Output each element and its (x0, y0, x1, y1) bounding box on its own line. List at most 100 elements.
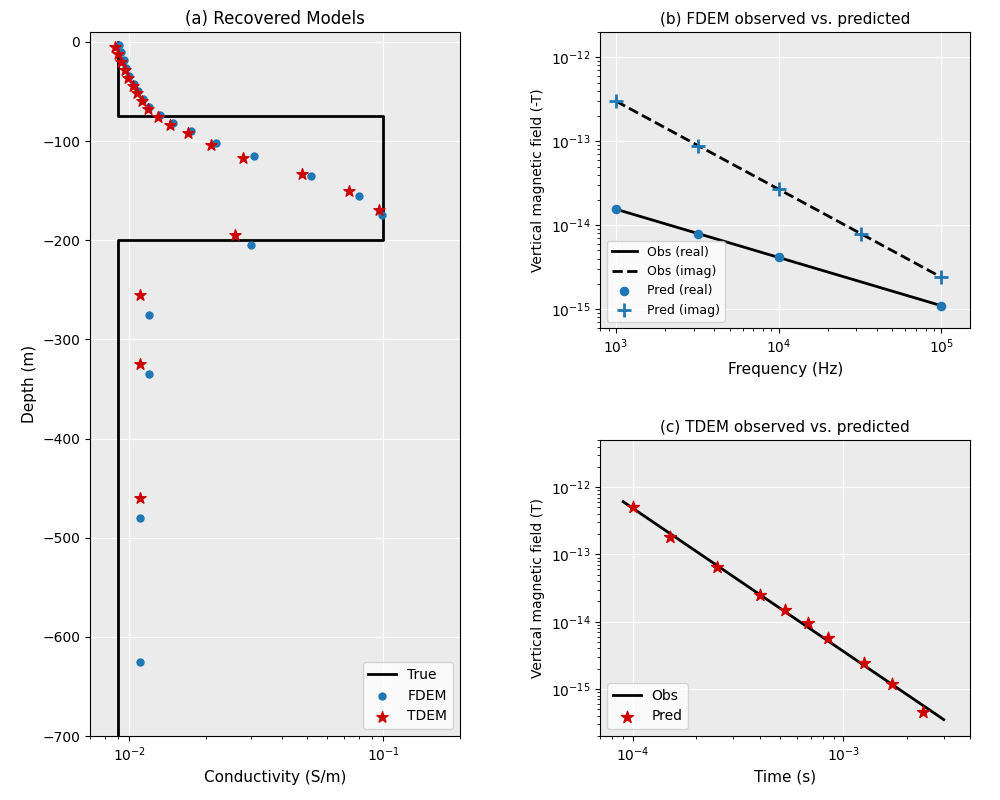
Line: True: True (118, 42, 383, 736)
TDEM (140, 103, 156, 116)
Obs (813, 630, 825, 640)
Title: (c) TDEM observed vs. predicted: (c) TDEM observed vs. predicted (660, 420, 910, 435)
True (112, 235, 124, 245)
Pred (820, 631, 836, 644)
Obs (imag) (884, 245, 896, 254)
FDEM (116, 54, 132, 66)
FDEM (165, 117, 181, 130)
Y-axis label: Vertical magnetic field (T): Vertical magnetic field (T) (531, 498, 545, 678)
TDEM (132, 358, 148, 370)
Obs (real) (610, 205, 622, 214)
Pred (752, 589, 768, 602)
Obs (887, 681, 899, 690)
Y-axis label: Vertical magnetic field (-T): Vertical magnetic field (-T) (531, 88, 545, 272)
TDEM (180, 126, 196, 139)
Pred (imag) (853, 227, 869, 240)
Y-axis label: Depth (m): Depth (m) (22, 345, 37, 423)
TDEM (227, 229, 243, 242)
Obs (real) (809, 263, 821, 273)
TDEM (120, 71, 136, 84)
X-axis label: Time (s): Time (s) (754, 770, 816, 785)
True (377, 235, 389, 245)
FDEM (111, 38, 127, 51)
X-axis label: Conductivity (S/m): Conductivity (S/m) (204, 770, 346, 785)
TDEM (235, 151, 251, 164)
TDEM (132, 492, 148, 505)
TDEM (203, 138, 219, 151)
Line: Obs (imag): Obs (imag) (616, 101, 941, 278)
FDEM (141, 308, 157, 321)
Obs (imag) (610, 96, 622, 106)
TDEM (117, 63, 133, 76)
TDEM (294, 167, 310, 180)
TDEM (341, 184, 357, 197)
FDEM (126, 77, 142, 90)
Obs (real) (803, 262, 815, 271)
FDEM (243, 238, 259, 251)
TDEM (132, 288, 148, 301)
Obs (618, 498, 630, 507)
Pred (real) (690, 227, 706, 240)
X-axis label: Frequency (Hz): Frequency (Hz) (728, 362, 843, 377)
Pred (709, 561, 725, 574)
TDEM (162, 119, 178, 132)
Obs (imag) (803, 201, 815, 210)
Obs (real) (935, 301, 947, 310)
TDEM (134, 95, 150, 108)
FDEM (183, 125, 199, 138)
Obs (imag) (935, 273, 947, 282)
TDEM (150, 111, 166, 124)
Obs (617, 497, 629, 506)
Pred (777, 603, 793, 616)
Obs (real) (611, 205, 623, 214)
FDEM (141, 101, 157, 114)
Pred (915, 706, 931, 718)
Pred (imag) (933, 271, 949, 284)
Pred (625, 501, 641, 514)
Line: Obs: Obs (623, 502, 944, 719)
Legend: True, FDEM, TDEM: True, FDEM, TDEM (363, 662, 453, 729)
Obs (908, 694, 920, 704)
FDEM (351, 190, 367, 202)
Pred (real) (608, 203, 624, 216)
Obs (real) (804, 262, 816, 271)
FDEM (374, 209, 390, 222)
Obs (imag) (611, 97, 623, 106)
Pred (imag) (771, 183, 787, 196)
FDEM (132, 511, 148, 524)
Obs (imag) (809, 204, 821, 214)
True (112, 731, 124, 741)
Legend: Obs, Pred: Obs, Pred (607, 683, 688, 729)
Obs (807, 626, 819, 635)
True (377, 111, 389, 121)
Pred (real) (933, 299, 949, 312)
Pred (856, 657, 872, 670)
FDEM (118, 62, 134, 74)
TDEM (110, 47, 126, 60)
FDEM (152, 109, 168, 122)
TDEM (113, 55, 129, 68)
FDEM (135, 93, 151, 106)
Title: (a) Recovered Models: (a) Recovered Models (185, 10, 365, 28)
Pred (imag) (608, 94, 624, 107)
FDEM (208, 137, 224, 150)
TDEM (125, 79, 141, 92)
TDEM (129, 87, 145, 100)
Obs (imag) (804, 201, 816, 210)
FDEM (141, 368, 157, 381)
Pred (884, 678, 900, 690)
Pred (662, 531, 678, 544)
Legend: Obs (real), Obs (imag), Pred (real), Pred (imag): Obs (real), Obs (imag), Pred (real), Pre… (607, 241, 725, 322)
FDEM (303, 170, 319, 182)
TDEM (371, 204, 387, 217)
True (112, 37, 124, 46)
Pred (imag) (690, 139, 706, 152)
FDEM (246, 150, 262, 162)
Pred (800, 617, 816, 630)
FDEM (132, 655, 148, 668)
FDEM (121, 70, 137, 82)
TDEM (107, 41, 123, 54)
Line: Obs (real): Obs (real) (616, 210, 941, 306)
Pred (real) (771, 251, 787, 264)
Obs (imag) (905, 256, 917, 266)
